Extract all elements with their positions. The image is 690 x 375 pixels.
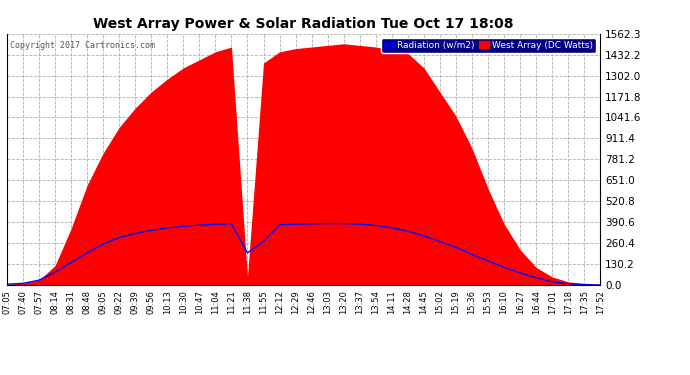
Title: West Array Power & Solar Radiation Tue Oct 17 18:08: West Array Power & Solar Radiation Tue O… — [93, 17, 514, 31]
Legend: Radiation (w/m2), West Array (DC Watts): Radiation (w/m2), West Array (DC Watts) — [381, 38, 595, 53]
Text: Copyright 2017 Cartronics.com: Copyright 2017 Cartronics.com — [10, 41, 155, 50]
